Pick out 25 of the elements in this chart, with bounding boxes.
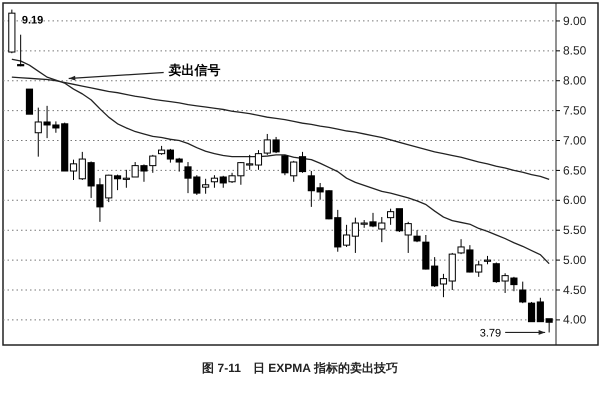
candlestick <box>122 169 130 188</box>
candlestick <box>510 276 518 292</box>
candlestick <box>387 208 394 226</box>
y-tick-label: 4.00 <box>563 312 587 327</box>
y-tick-label: 7.50 <box>563 103 587 118</box>
y-tick-label: 8.50 <box>563 44 587 58</box>
caption: 图 7-11 日 EXPMA 指标的卖出技巧 <box>202 361 398 375</box>
y-tick-label: 5.00 <box>563 252 587 267</box>
y-tick-label: 6.50 <box>563 163 587 178</box>
y-tick-label: 6.00 <box>563 193 587 208</box>
annotation: 3.79 <box>480 327 502 340</box>
y-tick-label: 9.00 <box>563 14 587 28</box>
annotation: 卖出信号 <box>168 62 221 78</box>
candlestick <box>132 162 139 178</box>
candlestick <box>519 281 526 304</box>
y-tick-label: 7.00 <box>563 133 587 148</box>
candlestick <box>413 230 421 243</box>
candlestick <box>528 301 536 322</box>
candlestick <box>457 238 465 255</box>
annotation: 9.19 <box>22 14 44 27</box>
line-series <box>11 58 550 264</box>
y-tick-label: 8.00 <box>563 74 587 88</box>
candlestick <box>17 34 24 67</box>
y-tick-label: 5.50 <box>563 223 587 238</box>
y-tick-label: 4.50 <box>563 282 587 297</box>
